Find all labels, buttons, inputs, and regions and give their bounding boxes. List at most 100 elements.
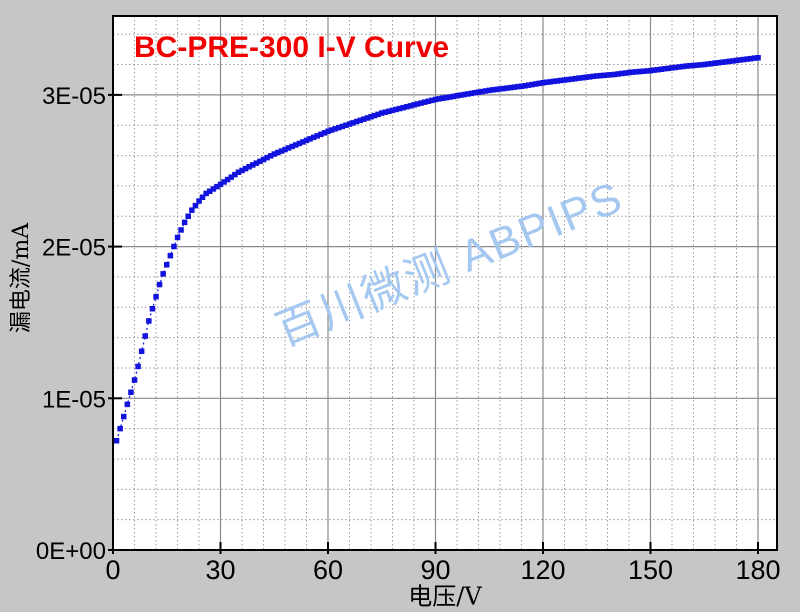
- data-point: [124, 401, 131, 408]
- data-point: [755, 55, 761, 61]
- data-point: [733, 57, 740, 64]
- data-point: [303, 137, 310, 144]
- data-point: [726, 58, 733, 65]
- data-point: [164, 262, 170, 268]
- data-point: [730, 58, 736, 64]
- data-point: [260, 156, 267, 163]
- data-point: [525, 82, 532, 88]
- data-point: [748, 55, 754, 62]
- data-point: [414, 101, 421, 107]
- data-point: [310, 134, 317, 141]
- data-point: [386, 108, 392, 114]
- data-point: [511, 84, 518, 90]
- y-tick-label: 1E-05: [42, 386, 106, 413]
- data-point: [210, 186, 217, 192]
- data-point: [719, 59, 725, 65]
- data-point: [676, 64, 682, 70]
- data-point: [379, 110, 385, 116]
- data-point: [207, 188, 213, 194]
- data-point: [568, 76, 575, 82]
- data-point: [199, 194, 206, 200]
- data-point: [217, 181, 224, 188]
- data-point: [228, 174, 234, 180]
- chart-title: BC-PRE-300 I-V Curve: [134, 31, 450, 64]
- x-tick-label: 150: [628, 555, 673, 585]
- y-tick-label: 2E-05: [42, 235, 106, 262]
- data-point: [533, 81, 539, 87]
- data-point: [579, 75, 586, 81]
- data-point: [353, 118, 360, 125]
- data-point: [328, 127, 335, 133]
- data-point: [429, 97, 435, 104]
- data-point: [658, 66, 664, 72]
- data-point: [558, 77, 564, 84]
- data-point: [508, 84, 514, 91]
- data-point: [396, 105, 403, 112]
- data-point: [393, 106, 399, 113]
- data-point: [368, 114, 374, 120]
- data-point: [705, 61, 711, 67]
- data-point: [296, 140, 303, 147]
- data-point: [622, 70, 629, 76]
- data-point: [565, 76, 571, 83]
- data-point: [583, 74, 589, 80]
- data-point: [382, 109, 389, 115]
- data-point: [278, 148, 285, 154]
- data-point: [253, 160, 260, 166]
- data-point: [450, 93, 457, 100]
- data-point: [540, 80, 546, 86]
- data-point: [339, 123, 346, 130]
- data-point: [371, 112, 378, 119]
- data-point: [224, 176, 231, 183]
- data-point: [128, 389, 134, 395]
- x-tick-label: 90: [420, 555, 450, 585]
- data-point: [232, 171, 238, 178]
- data-point: [586, 74, 593, 80]
- data-point: [694, 62, 700, 68]
- data-point: [723, 59, 729, 65]
- data-point: [131, 377, 138, 383]
- data-point: [490, 87, 496, 93]
- data-point: [457, 92, 464, 98]
- data-point: [138, 348, 145, 354]
- data-point: [167, 252, 174, 259]
- data-point: [113, 438, 120, 444]
- data-point: [178, 227, 184, 233]
- data-point: [160, 271, 166, 277]
- data-point: [174, 234, 181, 241]
- data-point: [418, 100, 424, 106]
- data-point: [640, 68, 647, 74]
- data-point: [475, 89, 482, 95]
- data-point: [332, 126, 338, 132]
- data-point: [536, 80, 543, 87]
- data-point: [239, 167, 245, 174]
- data-point: [697, 62, 704, 68]
- data-point: [346, 121, 353, 127]
- data-point: [142, 333, 148, 339]
- data-point: [561, 77, 568, 83]
- data-point: [601, 72, 607, 79]
- data-point: [497, 86, 503, 92]
- data-point: [633, 69, 639, 75]
- data-point: [285, 145, 292, 151]
- data-point: [554, 78, 561, 84]
- data-point: [594, 73, 600, 79]
- data-point: [572, 75, 578, 82]
- data-point: [522, 83, 528, 89]
- data-point: [257, 158, 263, 165]
- data-point: [740, 56, 747, 63]
- data-point: [486, 87, 492, 94]
- data-point: [407, 103, 414, 109]
- data-point: [551, 78, 557, 85]
- x-tick-label: 30: [205, 555, 235, 585]
- data-point: [590, 73, 596, 80]
- data-point: [644, 68, 650, 74]
- data-point: [350, 120, 356, 126]
- data-point: [662, 66, 668, 72]
- data-point: [708, 60, 715, 67]
- data-point: [404, 104, 410, 110]
- data-point: [515, 83, 521, 90]
- data-point: [576, 75, 582, 81]
- data-point: [289, 143, 295, 150]
